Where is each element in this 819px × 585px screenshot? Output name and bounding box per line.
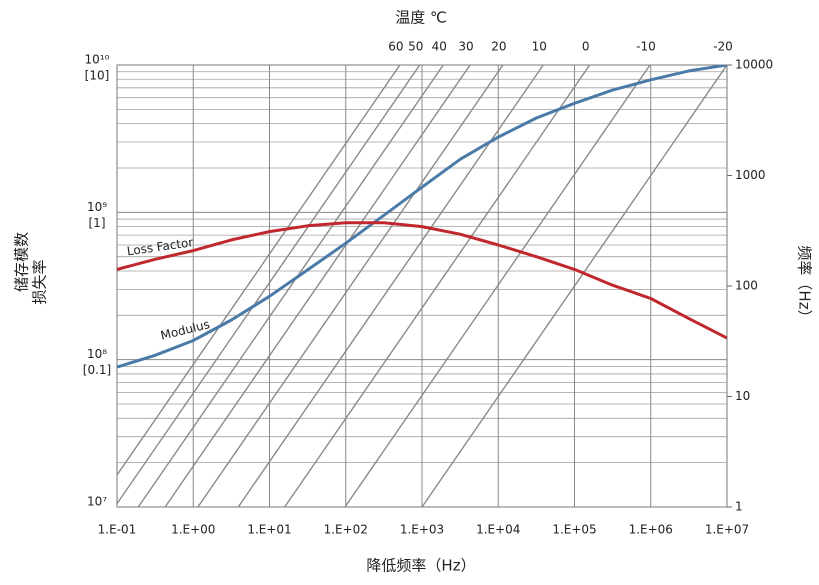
y2-tick-label: 100: [735, 279, 758, 293]
isotherm: [197, 65, 504, 507]
x-tick-label: 1.E+02: [324, 523, 368, 537]
top-axis-title: 温度 ℃: [395, 9, 447, 27]
x-tick-label: 1.E+01: [247, 523, 291, 537]
isotherm-label: -10: [636, 40, 656, 54]
isotherm: [137, 65, 444, 507]
y-axis-title: 损失率: [31, 259, 49, 304]
isotherm: [117, 65, 401, 477]
isotherm-label: -20: [713, 40, 733, 54]
y2-axis-title: 频率（Hz）: [796, 245, 814, 324]
x-tick-label: 1.E+04: [476, 523, 520, 537]
y-tick-label: 10⁷: [87, 495, 107, 509]
isotherm: [344, 65, 651, 507]
isotherm: [117, 65, 421, 505]
x-tick-label: 1.E+05: [552, 523, 596, 537]
x-tick-label: 1.E-01: [98, 523, 137, 537]
isotherm-label: 60: [388, 40, 403, 54]
series-label: Loss Factor: [126, 235, 194, 258]
y2-tick-label: 10: [735, 389, 750, 403]
x-axis-title: 降低频率（Hz）: [366, 557, 475, 575]
y-tick-label: 10⁹: [87, 200, 107, 214]
isotherm-label: 10: [532, 40, 547, 54]
x-tick-label: 1.E+07: [705, 523, 749, 537]
x-tick-label: 1.E+03: [400, 523, 444, 537]
isotherm-label: 30: [458, 40, 473, 54]
x-tick-label: 1.E+00: [171, 523, 215, 537]
y2-tick-label: 1: [735, 500, 743, 514]
isotherm: [284, 65, 591, 507]
curve-group: [117, 65, 727, 369]
y-tick-label: 10⁸: [87, 347, 107, 361]
isotherm-label: 50: [408, 40, 423, 54]
series-line: [117, 221, 727, 340]
isotherm: [237, 65, 544, 507]
isotherm: [421, 65, 727, 507]
x-tick-label: 1.E+06: [629, 523, 673, 537]
y-tick-label: 10¹⁰: [85, 53, 110, 67]
isotherm-label: 20: [491, 40, 506, 54]
y-axis-title: 储存模数: [13, 232, 31, 292]
series-label: Modulus: [159, 317, 211, 343]
y2-tick-label: 10000: [735, 58, 773, 72]
isotherm: [164, 65, 471, 507]
isotherm-label: 40: [432, 40, 447, 54]
lf-tick-label: [10]: [85, 69, 110, 83]
lf-tick-label: [0.1]: [83, 363, 111, 377]
isotherm-label: 0: [582, 40, 590, 54]
isotherm-group: [117, 65, 727, 507]
series-line: [117, 65, 727, 369]
lf-tick-label: [1]: [89, 216, 106, 230]
y2-tick-label: 1000: [735, 168, 766, 182]
